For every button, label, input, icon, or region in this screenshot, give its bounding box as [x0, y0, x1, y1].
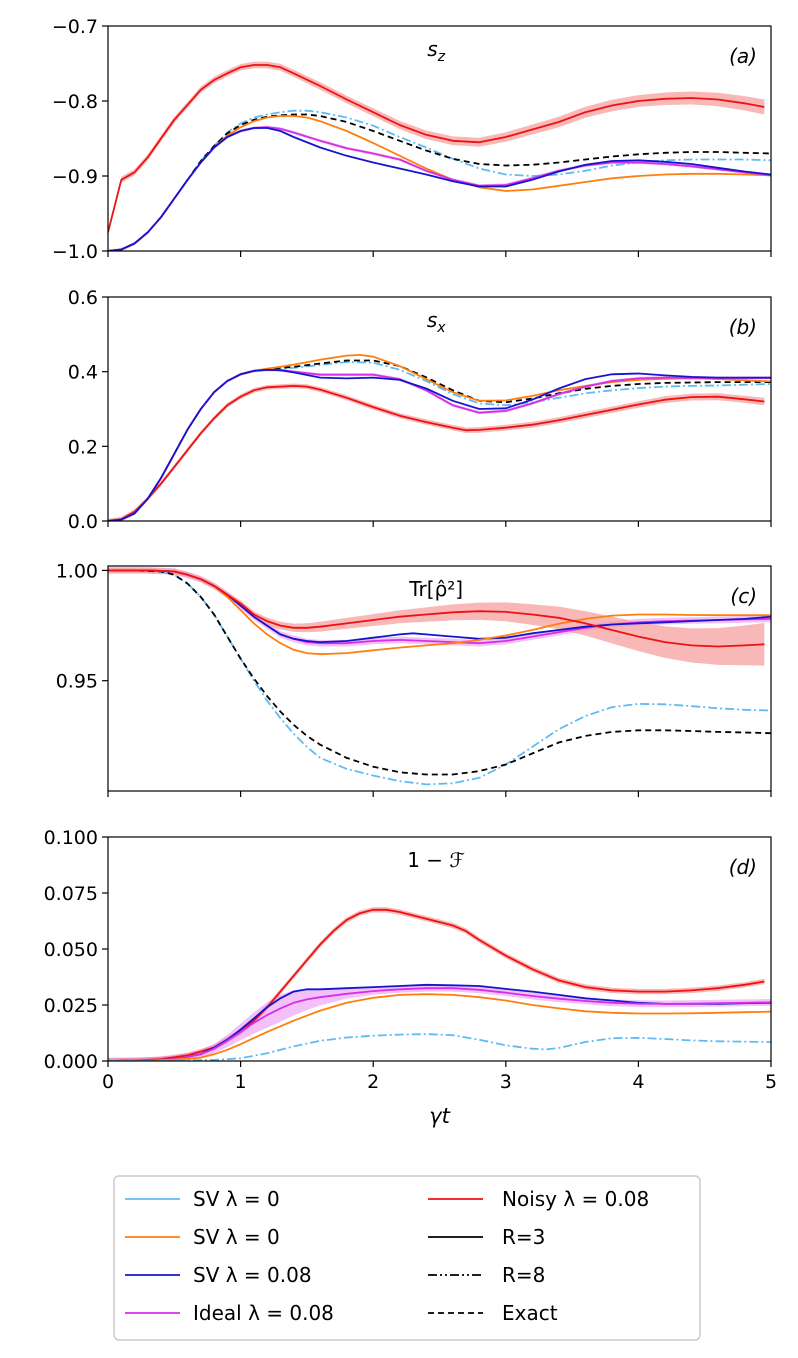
axes-frame-c	[107, 565, 772, 792]
band-ideal-a	[108, 125, 771, 251]
legend-label-1: SV λ = 0	[193, 1225, 280, 1249]
x-tick-label: 3	[500, 1071, 512, 1093]
x-tick-label: 5	[765, 1071, 777, 1093]
y-tick-label: 0.025	[44, 995, 98, 1017]
panel-tag-d: (d)	[729, 855, 757, 879]
y-tick-label: −0.9	[52, 166, 98, 188]
panel-title-subscript: x	[436, 320, 446, 336]
y-tick-label: 0.95	[56, 671, 98, 693]
series-sv0_cyan-c	[108, 569, 771, 786]
y-tick-label: 0.0	[68, 511, 98, 533]
legend-box	[113, 1175, 701, 1341]
series-noisy-a	[108, 64, 765, 233]
panel-title-main: 1 − ℱ	[407, 848, 465, 872]
axes-frame-a	[107, 25, 772, 252]
y-tick-label: 0.4	[68, 362, 98, 384]
panel-b: 0.0 0.2 0.4 0.6 sx (b)	[68, 287, 772, 533]
y-tick-label: −0.7	[52, 16, 98, 38]
y-tick-label: 1.00	[56, 560, 98, 582]
series-sv0_orange-d	[108, 993, 771, 1061]
y-tick-label: 0.050	[44, 939, 98, 961]
y-tick-label: 0.6	[68, 287, 98, 309]
legend-label-5: R=3	[502, 1225, 545, 1249]
series-exact-b	[108, 359, 771, 521]
x-axis-label: γt	[429, 1104, 450, 1128]
series-sv0_cyan-d	[108, 1033, 771, 1061]
legend-label-3: Ideal λ = 0.08	[193, 1301, 334, 1325]
panel-title-a: sz	[427, 37, 445, 65]
series-sv008-a	[108, 127, 771, 251]
y-tick-label: −1.0	[52, 241, 98, 263]
x-tick-label: 4	[632, 1071, 644, 1093]
series-noisy-c	[108, 569, 765, 648]
panel-tag-c: (c)	[730, 584, 757, 608]
legend-label-7: Exact	[502, 1301, 558, 1325]
panel-title-main: s	[427, 308, 437, 332]
x-tick-label: 1	[235, 1071, 247, 1093]
y-tick-label: −0.8	[52, 91, 98, 113]
legend-label-2: SV λ = 0.08	[193, 1263, 312, 1287]
series-ideal-a	[108, 126, 771, 251]
panel-d: 0 1 2 3 4 5 0.000 0.025 0.050 0.075 0.100 1 − ℱ (d)	[44, 827, 777, 1093]
panel-title-b: sx	[427, 308, 446, 336]
series-ideal-d	[108, 987, 771, 1061]
y-tick-label: 0.100	[44, 827, 98, 849]
band-ideal-d	[108, 984, 771, 1061]
y-tick-label: 0.075	[44, 883, 98, 905]
panel-tag-a: (a)	[729, 44, 757, 68]
panel-tag-b: (b)	[729, 315, 757, 339]
panel-title-main: s	[427, 37, 437, 61]
x-tick-label: 0	[102, 1071, 114, 1093]
plot-area-c	[108, 567, 771, 786]
plot-area-b	[108, 354, 771, 521]
legend-label-0: SV λ = 0	[193, 1187, 280, 1211]
series-noisy-b	[108, 385, 765, 521]
band-noisy-b	[108, 383, 765, 521]
band-noisy-a	[108, 61, 765, 236]
legend-label-6: R=8	[502, 1263, 545, 1287]
plot-area-d	[108, 907, 771, 1061]
panel-title-d: 1 − ℱ	[407, 848, 465, 872]
plot-area-a	[108, 61, 771, 251]
series-exact-a	[108, 113, 771, 251]
legend: SV λ = 0 SV λ = 0 SV λ = 0.08 Ideal λ = 0.0…	[113, 1175, 701, 1341]
panel-title-c: Tr[ρ̂²]	[408, 577, 463, 601]
legend-label-4: Noisy λ = 0.08	[502, 1187, 649, 1211]
panel-title-main: Tr[ρ̂²]	[408, 577, 463, 601]
series-sv0_orange-b	[108, 354, 771, 521]
axes-frame-b	[107, 296, 772, 522]
band-ideal-b	[108, 368, 771, 521]
panel-c: 0.95 1.00 Tr[ρ̂²] (c)	[56, 560, 772, 797]
series-ideal-b	[108, 368, 771, 521]
panel-a: −1.0 −0.9 −0.8 −0.7 sz (a)	[52, 16, 772, 263]
y-tick-label: 0.000	[44, 1051, 98, 1073]
x-tick-label: 2	[367, 1071, 379, 1093]
series-sv0_cyan-a	[108, 109, 771, 251]
series-sv008-b	[108, 368, 771, 521]
y-tick-label: 0.2	[68, 436, 98, 458]
series-exact-c	[108, 569, 771, 776]
band-noisy-c	[108, 567, 765, 666]
panel-title-subscript: z	[437, 49, 446, 65]
